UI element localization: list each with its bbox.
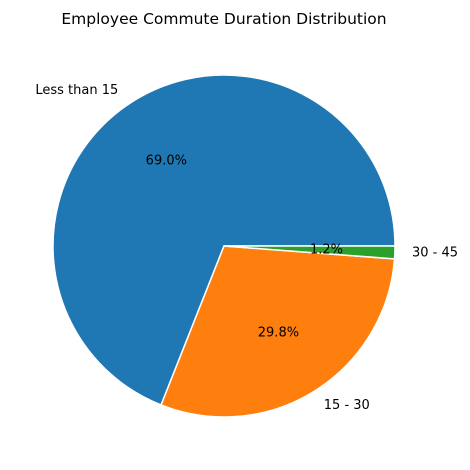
slice-label-0: Less than 15 [35, 83, 118, 98]
chart-title: Employee Commute Duration Distribution [61, 10, 386, 28]
slice-label-1: 15 - 30 [324, 398, 370, 413]
pie-slice-1 [160, 245, 396, 418]
slice-percent-label-2: 1.2% [310, 242, 343, 257]
slice-labels: Less than 15 69.0% 15 - 30 29.8% 30 - 45 1.2% [35, 83, 458, 413]
pie-slices [52, 74, 396, 418]
pie-slice-2 [223, 245, 396, 260]
slice-percent-label-0: 69.0% [146, 154, 187, 169]
slice-percent-label-1: 29.8% [258, 325, 299, 340]
slice-label-2: 30 - 45 [412, 246, 458, 261]
pie-slice-0 [52, 74, 396, 406]
